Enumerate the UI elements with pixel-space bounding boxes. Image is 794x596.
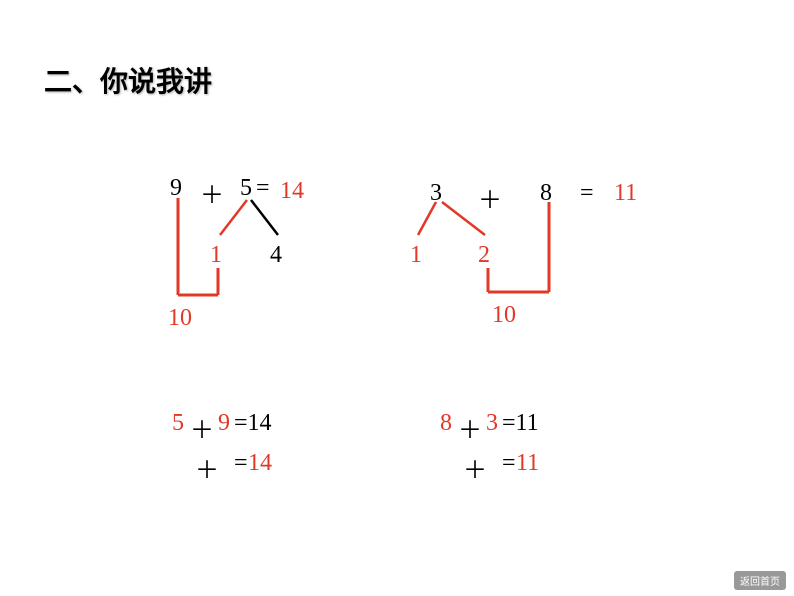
- section-title: 二、你说我讲: [44, 60, 212, 100]
- left-split-0: 1: [210, 242, 222, 269]
- left-bottom-eq2-0: ＋: [195, 450, 219, 485]
- right-eq-part-2: 8: [540, 180, 552, 207]
- left-bottom-eq2-1: =: [234, 450, 248, 477]
- right-bottom-eq2-1: =: [502, 450, 516, 477]
- back-home-button[interactable]: 返回首页: [734, 571, 786, 590]
- left-bottom-eq-1: ＋: [190, 410, 214, 445]
- right-bottom-eq-0: 8: [440, 410, 452, 437]
- right-ten: 10: [492, 302, 516, 329]
- left-bottom-eq-0: 5: [172, 410, 184, 437]
- right-eq-part-3: =: [580, 180, 594, 207]
- right-bottom-eq-1: ＋: [458, 410, 482, 445]
- left-eq-part-1: ＋: [200, 175, 224, 210]
- right-bottom-eq2-2: 11: [516, 450, 539, 477]
- right-split-0: 1: [410, 242, 422, 269]
- right-bottom-eq-2: 3: [486, 410, 498, 437]
- left-eq-part-2: 5: [240, 175, 252, 202]
- left-eq-part-0: 9: [170, 175, 182, 202]
- right-split-1: 2: [478, 242, 490, 269]
- right-bottom-eq2-0: ＋: [463, 450, 487, 485]
- left-split-1: 4: [270, 242, 282, 269]
- left-eq-part-4: 14: [280, 178, 304, 205]
- left-bottom-eq-3: =14: [234, 410, 272, 437]
- left-bottom-eq-2: 9: [218, 410, 230, 437]
- right-eq-part-0: 3: [430, 180, 442, 207]
- left-bottom-eq2-2: 14: [248, 450, 272, 477]
- left-ten: 10: [168, 305, 192, 332]
- right-bottom-eq-3: =11: [502, 410, 539, 437]
- right-eq-part-1: ＋: [478, 180, 502, 215]
- right-eq-part-4: 11: [614, 180, 637, 207]
- left-eq-part-3: =: [256, 175, 270, 202]
